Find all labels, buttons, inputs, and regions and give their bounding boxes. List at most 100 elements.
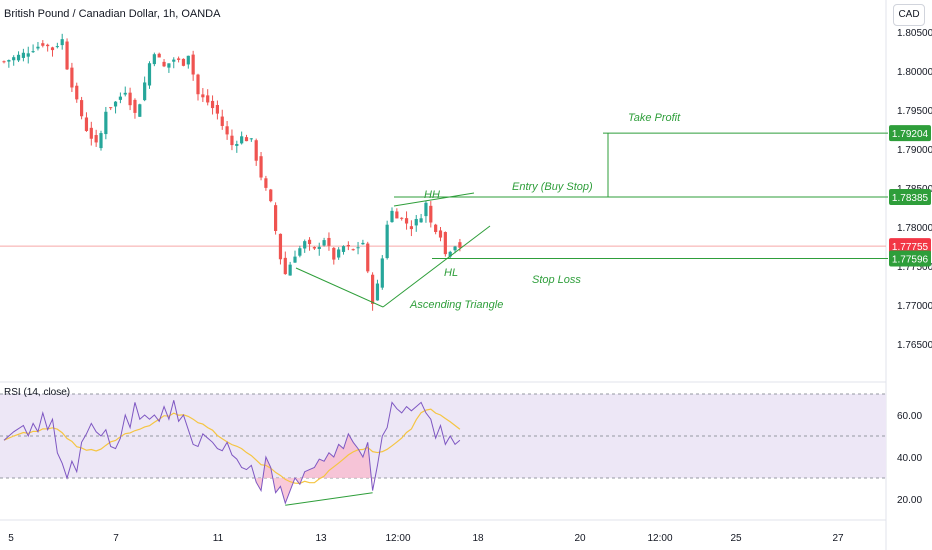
stop-loss-badge-bg <box>889 250 931 267</box>
candle-body <box>259 156 263 178</box>
candle-body <box>113 101 118 107</box>
candle-body <box>443 232 447 255</box>
candle-body <box>65 41 69 70</box>
candle-body <box>332 247 336 260</box>
candle-body <box>7 60 11 62</box>
price-tick-label: 1.77500 <box>897 262 932 273</box>
candle-body <box>196 74 200 95</box>
rsi-divergence-line <box>285 492 373 506</box>
swing-low-line <box>295 267 384 308</box>
candle-body <box>225 126 229 135</box>
candle-body <box>99 133 103 149</box>
rsi-oversold-fill <box>256 433 373 504</box>
candle-body <box>133 99 137 113</box>
rsi-tick-label: 20.00 <box>897 495 922 506</box>
candle-body <box>109 107 113 109</box>
candle-body <box>429 205 433 223</box>
candle-body <box>283 257 287 275</box>
candle-body <box>177 58 181 60</box>
candle-body <box>307 239 312 245</box>
stop-loss-label: Stop Loss <box>532 274 581 286</box>
candle-body <box>191 54 195 75</box>
candle-body <box>327 237 331 246</box>
candle-body <box>60 39 64 46</box>
candle-body <box>249 138 253 140</box>
candle-body <box>123 92 127 95</box>
candle-body <box>453 246 457 251</box>
candle-body <box>55 46 59 48</box>
candle-body <box>404 218 409 224</box>
candle-body <box>21 52 25 58</box>
candle-body <box>254 140 258 161</box>
candle-body <box>220 116 224 126</box>
candle-body <box>118 96 122 100</box>
candle-body <box>312 247 316 249</box>
candle-body <box>147 63 152 86</box>
candle-body <box>89 127 93 139</box>
candle-body <box>293 256 297 263</box>
price-tick-label: 1.77000 <box>897 301 932 312</box>
take-profit-badge: 1.79204 <box>892 129 929 140</box>
candle-body <box>278 233 283 260</box>
stop-loss-badge: 1.77596 <box>892 255 929 266</box>
currency-button[interactable]: CAD <box>893 4 925 26</box>
price-tick-label: 1.79500 <box>897 106 932 117</box>
candle-body <box>206 95 210 103</box>
time-tick-label: 27 <box>832 533 844 544</box>
candle-body <box>390 210 394 223</box>
rsi-title: RSI (14, close) <box>4 387 71 398</box>
candle-body <box>395 211 399 219</box>
candle-body <box>186 55 190 65</box>
price-tick-label: 1.78000 <box>897 223 932 234</box>
entry-badge-bg <box>889 188 931 205</box>
time-tick-label: 12:00 <box>385 533 410 544</box>
rsi-ma-line <box>3 408 461 484</box>
candle-body <box>375 283 380 301</box>
hl-label: HL <box>444 267 458 279</box>
candle-body <box>46 44 50 47</box>
candle-body <box>210 100 215 109</box>
candle-body <box>75 85 79 100</box>
candle-body <box>16 54 21 61</box>
candle-body <box>230 135 234 146</box>
entry-label: Entry (Buy Stop) <box>512 181 593 193</box>
time-tick-label: 12:00 <box>647 533 672 544</box>
candle-body <box>274 205 278 231</box>
candle-body <box>414 218 418 226</box>
triangle-resistance-line <box>393 192 475 207</box>
candle-body <box>341 246 346 252</box>
candle-body <box>356 247 360 249</box>
candle-body <box>235 143 239 146</box>
candle-body <box>128 92 132 106</box>
candle-body <box>240 136 244 144</box>
candle-body <box>41 43 45 46</box>
candle-body <box>143 82 147 101</box>
candle-body <box>458 242 462 248</box>
hh-label: HH <box>424 189 440 201</box>
candle-body <box>157 53 161 58</box>
candle-body <box>419 218 423 223</box>
candle-body <box>322 240 326 246</box>
price-tick-label: 1.80500 <box>897 28 932 39</box>
candle-body <box>380 258 384 288</box>
price-tick-label: 1.80000 <box>897 67 932 78</box>
candle-body <box>424 202 428 217</box>
candle-body <box>434 224 438 232</box>
candle-body <box>50 47 55 51</box>
rsi-line <box>3 400 461 505</box>
candle-body <box>31 51 35 53</box>
price-tick-label: 1.79000 <box>897 145 932 156</box>
candle-body <box>438 230 443 238</box>
candle-body <box>201 94 205 98</box>
price-tick-label: 1.76500 <box>897 340 932 351</box>
candle-body <box>288 264 292 276</box>
time-tick-label: 11 <box>213 533 224 544</box>
candle-body <box>448 251 452 257</box>
candle-body <box>317 246 321 250</box>
candle-body <box>371 274 375 304</box>
candle-body <box>400 217 404 219</box>
candle-body <box>26 53 30 57</box>
candle-body <box>366 243 370 272</box>
candle-body <box>2 61 6 63</box>
